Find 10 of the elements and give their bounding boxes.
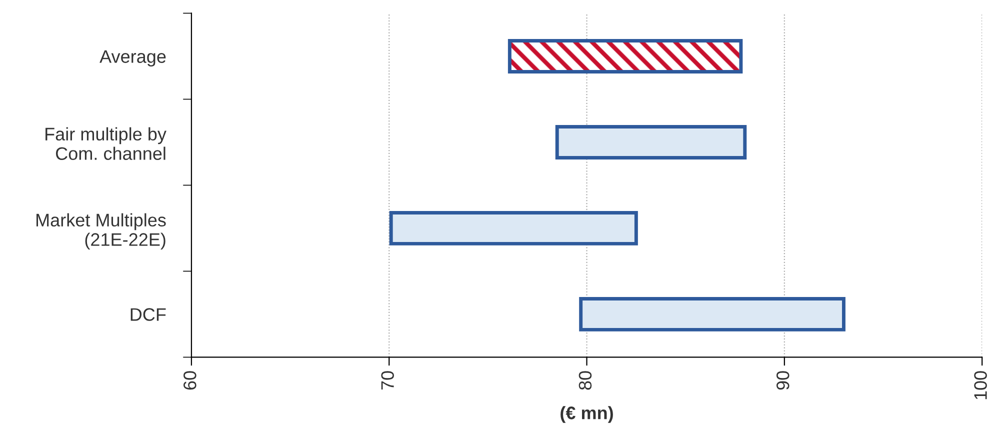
x-tick-label: 100 [974,371,987,400]
y-tick-label: DCF [130,308,166,321]
x-tick-label: 90 [776,371,790,390]
x-tick-label: 80 [578,371,592,390]
y-tick-label: Average [100,50,166,67]
y-tick-label: Market Multiples (21E-22E) [36,213,166,250]
x-tick-label: 60 [184,371,196,390]
x-axis-title: (€ mn) [560,406,613,423]
x-tick-label: 70 [381,371,394,390]
y-tick-label: Fair multiple by Com. channel [46,127,166,160]
